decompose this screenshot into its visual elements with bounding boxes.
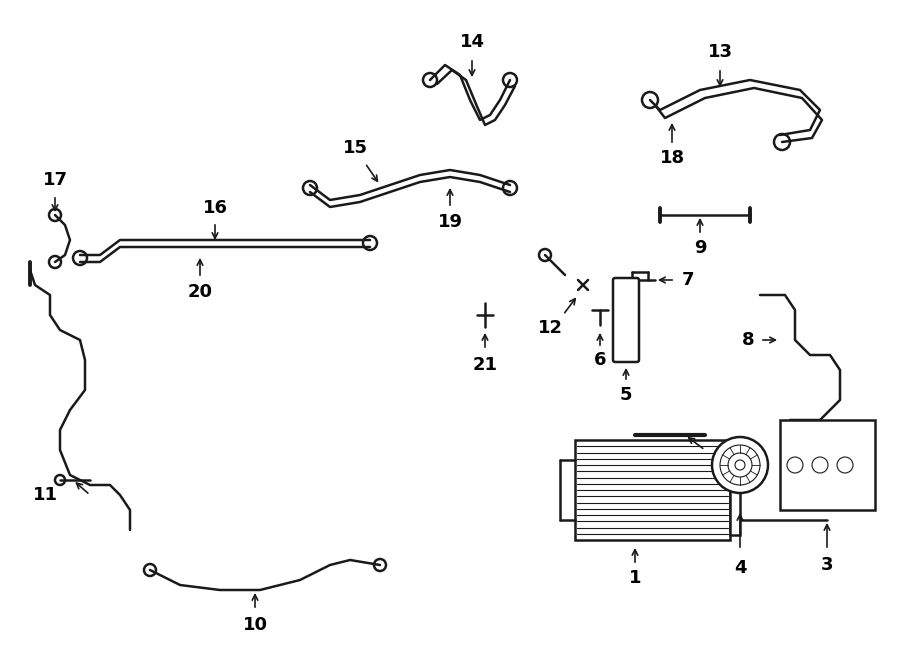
Bar [575,440,730,540]
Text: 3: 3 [821,556,833,574]
Circle shape [374,559,386,571]
Circle shape [144,564,156,576]
Circle shape [423,73,437,87]
Text: 12: 12 [537,319,562,337]
Circle shape [539,249,551,261]
Circle shape [642,92,658,108]
Circle shape [55,475,65,485]
Circle shape [787,457,803,473]
Text: 16: 16 [202,199,228,217]
Text: 9: 9 [694,239,706,257]
FancyBboxPatch shape [613,278,639,362]
Text: 2: 2 [714,453,726,471]
Text: 1: 1 [629,569,641,587]
Circle shape [812,457,828,473]
Circle shape [49,256,61,268]
Text: 13: 13 [707,43,733,61]
Text: 17: 17 [42,171,68,189]
Text: 11: 11 [32,486,58,504]
Text: 8: 8 [742,331,754,349]
Text: 10: 10 [242,616,267,634]
Bar [730,445,740,535]
Circle shape [73,251,87,265]
Text: 21: 21 [472,356,498,374]
Text: 7: 7 [682,271,694,289]
Text: 15: 15 [343,139,367,157]
Text: 6: 6 [594,351,607,369]
Circle shape [735,460,745,470]
Text: 14: 14 [460,33,484,51]
Text: 4: 4 [734,559,746,577]
Circle shape [837,457,853,473]
Circle shape [720,445,760,485]
Bar [780,420,875,510]
Circle shape [303,181,317,195]
Text: 19: 19 [437,213,463,231]
Circle shape [49,209,61,221]
Circle shape [503,73,517,87]
Circle shape [774,134,790,150]
Circle shape [712,437,768,493]
Text: 5: 5 [620,386,632,404]
Text: 20: 20 [187,283,212,301]
Circle shape [503,181,517,195]
Circle shape [363,236,377,250]
Circle shape [728,453,752,477]
Text: 18: 18 [660,149,685,167]
